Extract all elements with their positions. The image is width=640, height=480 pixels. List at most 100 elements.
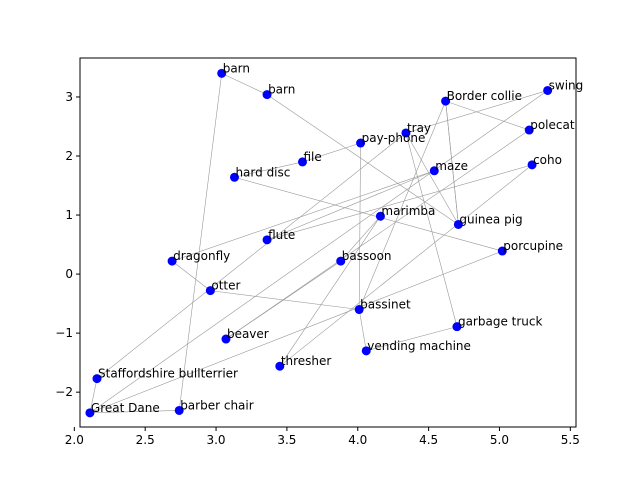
data-point (375, 211, 385, 221)
data-point (356, 138, 366, 148)
point-label: maze (435, 159, 468, 173)
x-tick-label: 5.0 (490, 433, 509, 447)
x-tick-label: 5.5 (561, 433, 580, 447)
point-label: garbage truck (458, 315, 543, 329)
y-tick-label: 2 (65, 149, 73, 163)
point-label: bassoon (342, 249, 392, 263)
connection-line (210, 290, 360, 310)
connection-line (89, 410, 180, 414)
x-tick-label: 4.0 (348, 433, 367, 447)
point-label: swing (549, 78, 584, 92)
data-point (453, 219, 463, 229)
connection-lines (89, 73, 548, 414)
x-tick-label: 3.0 (206, 433, 225, 447)
data-point (205, 286, 215, 296)
connection-line (234, 176, 503, 252)
data-point (497, 246, 507, 256)
connection-line (445, 100, 530, 131)
connection-line (358, 100, 446, 310)
data-point (85, 408, 95, 418)
point-label: hard disc (235, 165, 290, 179)
point-label: bassinet (360, 298, 411, 312)
y-tick-label: 3 (65, 90, 73, 104)
point-label: tray (407, 121, 431, 135)
point-label: barber chair (180, 398, 254, 412)
point-label: marimba (381, 204, 435, 218)
connection-line (171, 260, 211, 291)
data-point (167, 256, 177, 266)
point-label: barn (268, 83, 295, 97)
x-tick-label: 4.5 (419, 433, 438, 447)
connection-line (405, 132, 459, 225)
point-label: flute (268, 228, 295, 242)
point-label: file (303, 150, 321, 164)
connection-line (266, 164, 533, 241)
connection-line (266, 170, 435, 241)
data-point (92, 374, 102, 384)
x-tick-label: 3.5 (277, 433, 296, 447)
connection-line (279, 164, 533, 367)
data-point (361, 346, 371, 356)
connection-line (445, 101, 459, 225)
point-label: Staffordshire bullterrier (98, 367, 238, 381)
connection-line (358, 309, 367, 351)
plot-frame (79, 57, 577, 428)
y-axis-ticks: −2 −1 0 1 2 3 (55, 90, 80, 399)
connection-line (172, 170, 435, 262)
point-label: otter (211, 279, 240, 293)
connection-line (266, 94, 459, 225)
data-point (275, 361, 285, 371)
data-point (262, 90, 272, 100)
point-label: thresher (281, 354, 332, 368)
connection-line (405, 132, 458, 327)
x-tick-label: 2.0 (65, 433, 84, 447)
connection-line (340, 216, 381, 262)
connection-line (96, 132, 407, 379)
y-tick-label: 1 (65, 208, 73, 222)
data-point (527, 160, 537, 170)
connection-line (89, 378, 98, 413)
data-point (401, 128, 411, 138)
connection-line (405, 90, 548, 134)
point-label: Border collie (447, 89, 522, 103)
data-point (336, 256, 346, 266)
point-label: vending machine (367, 339, 471, 353)
data-point (524, 125, 534, 135)
y-tick-label: −2 (55, 385, 73, 399)
data-point (229, 172, 239, 182)
connection-line (366, 326, 458, 352)
point-label: dragonfly (173, 249, 230, 263)
connection-line (178, 73, 223, 411)
data-point (297, 157, 307, 167)
data-point (221, 334, 231, 344)
point-label: polecat (530, 118, 575, 132)
data-point (262, 235, 272, 245)
connection-line (89, 90, 548, 414)
data-point (543, 85, 553, 95)
data-point (441, 96, 451, 106)
data-point (452, 322, 462, 332)
point-label: Great Dane (91, 401, 160, 415)
connection-line (221, 73, 268, 95)
y-tick-label: 0 (65, 267, 73, 281)
point-label: pay-phone (362, 131, 426, 145)
point-label: guinea pig (459, 212, 522, 226)
x-tick-label: 2.5 (136, 433, 155, 447)
y-tick-label: −1 (55, 326, 73, 340)
point-label: beaver (227, 327, 269, 341)
x-axis-ticks: 2.0 2.5 3.0 3.5 4.0 4.5 5.0 5.5 (65, 427, 580, 447)
data-point (217, 68, 227, 78)
point-label: coho (533, 153, 562, 167)
data-point (174, 405, 184, 415)
point-labels: barn barn swing Border collie tray polecat pay… (91, 61, 583, 414)
data-point (429, 166, 439, 176)
connection-line (225, 129, 530, 340)
connection-line (234, 161, 303, 178)
data-points (85, 68, 553, 418)
connection-line (302, 142, 361, 163)
connection-line (279, 216, 381, 367)
connection-line (358, 143, 361, 310)
point-label: barn (223, 61, 250, 75)
